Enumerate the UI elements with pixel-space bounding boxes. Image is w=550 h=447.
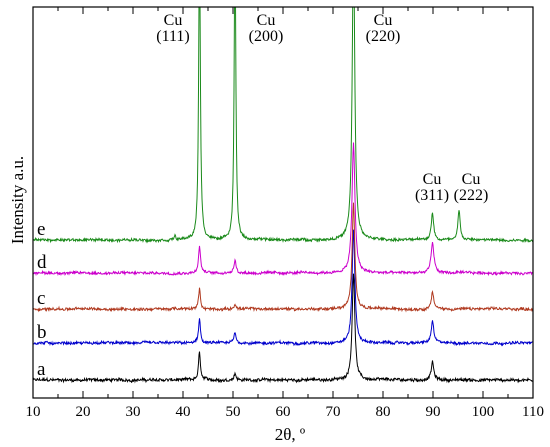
series-label-d: d <box>37 252 47 273</box>
series-label-b: b <box>37 322 47 343</box>
x-tick-label: 90 <box>426 404 441 420</box>
annotation-element: Cu <box>164 12 183 29</box>
series-line-b <box>33 230 533 346</box>
annotation-plane: (311) <box>415 187 449 204</box>
x-tick-label: 110 <box>522 404 544 420</box>
x-axis-ticks: 10 20 30 40 50 60 70 80 90 100 110 <box>26 7 544 420</box>
annotation-plane: (200) <box>249 28 284 45</box>
peak-annotation: Cu(222) <box>454 171 489 204</box>
x-tick-label: 50 <box>226 404 241 420</box>
x-tick-label: 100 <box>472 404 495 420</box>
series-label-e: e <box>37 219 45 240</box>
annotation-plane: (220) <box>366 28 401 45</box>
peak-annotation: Cu(311) <box>415 171 449 204</box>
annotation-plane: (111) <box>156 28 189 45</box>
peak-annotation: Cu(200) <box>249 12 284 45</box>
annotation-element: Cu <box>257 12 276 29</box>
x-tick-label: 30 <box>126 404 141 420</box>
annotation-element: Cu <box>374 12 393 29</box>
series-line-a <box>33 274 533 383</box>
y-axis-label: Intensity a.u. <box>8 156 27 244</box>
series-line-d <box>33 143 533 276</box>
x-tick-label: 40 <box>176 404 191 420</box>
series-label-c: c <box>37 288 45 309</box>
annotation-element: Cu <box>462 171 481 188</box>
x-tick-label: 20 <box>76 404 91 420</box>
peak-annotation: Cu(111) <box>156 12 189 45</box>
annotation-element: Cu <box>423 171 442 188</box>
x-tick-label: 80 <box>376 404 391 420</box>
x-tick-label: 60 <box>276 404 291 420</box>
annotation-plane: (222) <box>454 187 489 204</box>
peak-annotations: Cu(111)Cu(200)Cu(220)Cu(311)Cu(222) <box>156 12 488 204</box>
x-axis-label: 2θ, º <box>275 425 305 444</box>
x-tick-label: 10 <box>26 404 41 420</box>
series-label-a: a <box>37 359 46 380</box>
peak-annotation: Cu(220) <box>366 12 401 45</box>
x-tick-label: 70 <box>326 404 341 420</box>
